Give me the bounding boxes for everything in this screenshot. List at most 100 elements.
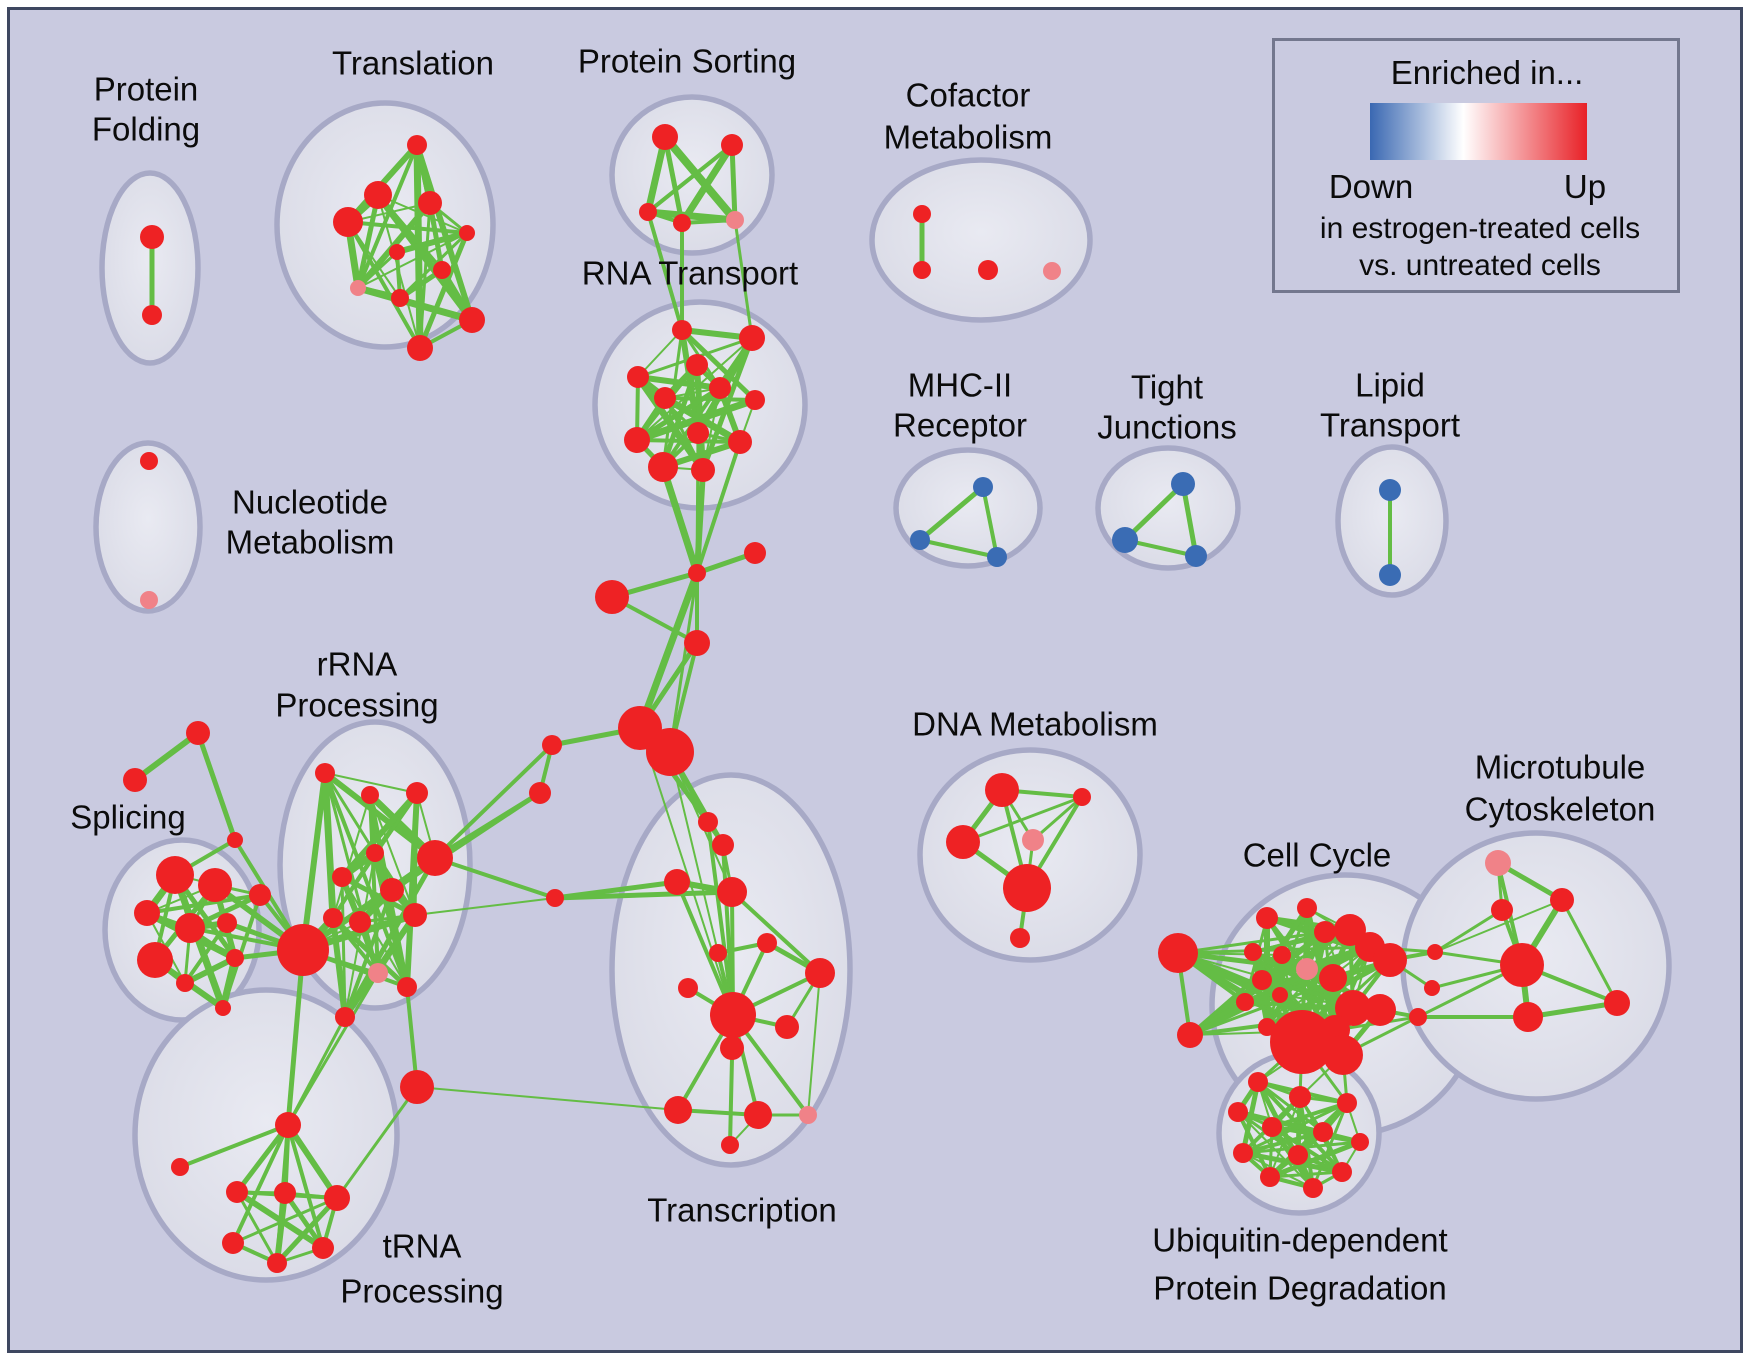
edge <box>301 791 542 952</box>
edge <box>639 727 734 1016</box>
edge <box>1525 1000 1620 1020</box>
node-microtubule-cytoskeleton-0 <box>1485 850 1511 876</box>
node-rrna-processing-10 <box>397 977 417 997</box>
node-dna-metabolism-5 <box>1010 928 1030 948</box>
edge <box>330 915 348 1020</box>
node-splicing-7 <box>176 974 194 992</box>
cluster-label-splicing-0: Splicing <box>70 799 186 836</box>
node-trna-processing-2 <box>226 1181 248 1203</box>
node-cell-cycle-3 <box>1297 898 1317 918</box>
cluster-ellipse-cofactor-metabolism <box>869 157 1093 323</box>
node-rrna-processing-13 <box>323 908 343 928</box>
edge <box>729 142 738 223</box>
node-protein-folding-0 <box>140 225 164 249</box>
cluster-label-protein-sorting-0: Protein Sorting <box>578 43 796 80</box>
node-protein-sorting-3 <box>673 214 691 232</box>
edge <box>346 220 469 235</box>
node-transcription-0 <box>698 812 718 832</box>
node-tight-junctions-1 <box>1112 527 1138 553</box>
node-rrna-processing-4 <box>332 867 352 887</box>
edge <box>145 893 262 915</box>
cluster-label-rrna-processing-1: Processing <box>275 687 438 724</box>
edge <box>404 790 420 990</box>
edge <box>695 431 700 575</box>
node-transcription-5 <box>757 933 777 953</box>
node-ubiquitin-degradation-8 <box>1288 1145 1308 1165</box>
node-cofactor-metabolism-1 <box>913 261 931 279</box>
node-translation-5 <box>389 244 405 260</box>
node-cell-cycle-15 <box>1373 943 1407 977</box>
node-junction-6 <box>542 735 562 755</box>
node-junction-5 <box>646 728 694 776</box>
node-tight-junctions-2 <box>1185 545 1207 567</box>
node-protein-sorting-0 <box>652 124 678 150</box>
cluster-label-mhc-ii-receptor-0: MHC-II <box>908 367 1012 404</box>
node-protein-sorting-2 <box>639 203 657 221</box>
node-translation-6 <box>433 261 451 279</box>
edge <box>1260 928 1352 982</box>
edge <box>286 1123 325 1250</box>
node-transcription-10 <box>720 1036 744 1060</box>
edge <box>1266 946 1371 1028</box>
node-microtubule-cytoskeleton-8 <box>1409 1008 1427 1026</box>
edge <box>644 208 739 224</box>
node-cell-cycle-19 <box>1270 1010 1334 1074</box>
legend-down-label: Down <box>1328 168 1414 205</box>
cluster-label-transcription-0: Transcription <box>647 1192 837 1229</box>
node-cell-cycle-10 <box>1272 987 1288 1003</box>
node-lipid-transport-0 <box>1379 479 1401 501</box>
node-trna-processing-0 <box>275 1112 301 1138</box>
cluster-label-nucleotide-metabolism-0: Nucleotide <box>232 484 388 521</box>
node-rna-transport-4 <box>709 377 731 399</box>
edge <box>398 231 469 300</box>
cluster-label-tight-junctions-1: Junctions <box>1097 409 1236 446</box>
node-cofactor-metabolism-2 <box>978 260 998 280</box>
node-translation-3 <box>333 207 363 237</box>
edge <box>321 769 337 922</box>
node-ubiquitin-degradation-5 <box>1313 1122 1333 1142</box>
node-rrna-processing-9 <box>368 963 388 983</box>
node-trna-processing-3 <box>274 1182 296 1204</box>
node-rna-transport-5 <box>654 387 676 409</box>
node-microtubule-cytoskeleton-3 <box>1500 943 1544 987</box>
node-ubiquitin-degradation-0 <box>1248 1072 1268 1092</box>
edge <box>178 1123 290 1169</box>
node-transcription-2 <box>664 869 690 895</box>
node-rna-transport-10 <box>648 452 678 482</box>
cluster-label-ubiquitin-degradation-0: Ubiquitin-dependent <box>1152 1222 1447 1259</box>
edge <box>633 396 759 444</box>
node-transcription-14 <box>721 1136 739 1154</box>
node-dna-metabolism-1 <box>1073 788 1091 806</box>
node-rna-transport-11 <box>691 458 715 482</box>
edge <box>324 772 418 794</box>
node-transcription-3 <box>717 877 747 907</box>
cluster-label-lipid-transport-0: Lipid <box>1355 367 1425 404</box>
node-junction-11 <box>227 832 243 848</box>
node-ubiquitin-degradation-9 <box>1260 1167 1280 1187</box>
node-splicing-1 <box>198 868 232 902</box>
edge <box>323 771 377 855</box>
node-splicing-3 <box>175 913 205 943</box>
node-rna-transport-1 <box>739 325 765 351</box>
node-trna-processing-4 <box>324 1185 350 1211</box>
node-mhc-ii-receptor-1 <box>910 530 930 550</box>
edge <box>675 880 735 1017</box>
node-microtubule-cytoskeleton-2 <box>1491 899 1513 921</box>
node-translation-0 <box>407 135 427 155</box>
node-transcription-12 <box>744 1101 772 1129</box>
node-cell-cycle-16 <box>1335 990 1371 1026</box>
edge <box>961 795 1084 844</box>
node-ubiquitin-degradation-4 <box>1262 1117 1282 1137</box>
node-rrna-processing-6 <box>417 840 453 876</box>
edge <box>668 571 699 754</box>
node-nucleotide-metabolism-1 <box>140 591 158 609</box>
node-ubiquitin-degradation-3 <box>1228 1102 1248 1122</box>
node-translation-9 <box>459 307 485 333</box>
node-transcription-4 <box>709 944 727 962</box>
node-junction-3 <box>684 630 710 656</box>
node-cofactor-metabolism-0 <box>913 205 931 223</box>
cluster-label-microtubule-cytoskeleton-1: Cytoskeleton <box>1465 791 1656 828</box>
edge <box>669 751 734 1016</box>
cluster-label-tight-junctions-0: Tight <box>1131 369 1203 406</box>
node-cell-cycle-13 <box>1319 964 1347 992</box>
